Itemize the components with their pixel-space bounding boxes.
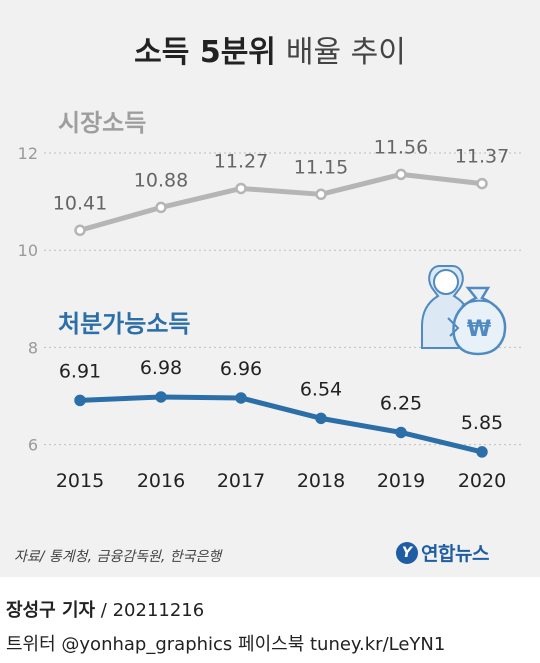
data-point (235, 182, 247, 195)
x-tick-label: 2019 (377, 470, 425, 492)
credit-separator: / (95, 600, 113, 621)
logo-mark-icon: Y (396, 541, 418, 564)
social-links: 트위터 @yonhap_graphics 페이스북 tuney.kr/LeYN1 (6, 634, 446, 655)
title-bold: 소득 5분위 (134, 35, 276, 70)
source-note: 자료/ 통계청, 금융감독원, 한국은행 (14, 549, 222, 565)
chart-card: 12 10 8 6 소득 5분위 배율 추이 ₩ 10.41 10.88 11.27 11.1… (0, 0, 540, 577)
credit-date: 20211216 (112, 600, 205, 621)
series-name-label: 처분가능소득 (58, 310, 190, 338)
data-point (155, 201, 167, 214)
data-label: 5.85 (461, 412, 503, 434)
logo-text: 연합뉴스 (421, 543, 489, 565)
series-line (77, 394, 485, 455)
series-disposable-income: 6.91 6.98 6.96 6.54 6.25 5.85 처분가능소득 (58, 310, 503, 458)
data-label: 11.37 (455, 146, 509, 168)
data-label: 11.27 (214, 150, 268, 172)
data-point (315, 412, 327, 425)
x-tick-label: 2018 (297, 470, 345, 492)
x-tick-label: 2020 (458, 470, 506, 492)
data-label: 11.56 (374, 136, 428, 158)
data-point (74, 394, 86, 407)
y-tick-label: 6 (28, 436, 38, 455)
x-axis-ticks: 2015 2016 2017 2018 2019 2020 (56, 470, 506, 492)
data-point (155, 391, 167, 403)
data-point (395, 168, 407, 181)
data-point (235, 392, 247, 404)
money-bag-person-icon: ₩ (421, 265, 507, 356)
credit-line: 장성구 기자 / 20211216 (6, 596, 204, 622)
series-line (77, 171, 485, 233)
data-label: 6.54 (300, 378, 342, 400)
svg-text:₩: ₩ (467, 317, 491, 342)
y-tick-label: 12 (18, 144, 38, 163)
data-point (395, 426, 407, 439)
x-tick-label: 2015 (56, 470, 104, 492)
data-label: 10.41 (53, 192, 107, 214)
x-tick-label: 2016 (137, 470, 185, 492)
data-label: 10.88 (134, 169, 188, 191)
data-point (74, 224, 86, 237)
chart: 12 10 8 6 소득 5분위 배율 추이 ₩ 10.41 10.88 11.27 11.1… (18, 35, 524, 492)
data-label: 6.91 (59, 360, 101, 382)
y-tick-label: 8 (28, 338, 38, 357)
data-label: 6.96 (220, 358, 262, 380)
x-tick-label: 2017 (217, 470, 265, 492)
reporter-name: 장성구 기자 (6, 600, 96, 621)
data-label: 6.98 (140, 357, 182, 379)
y-axis-ticks: 12 10 8 6 (18, 144, 38, 455)
data-point (315, 188, 327, 201)
chart-title: 소득 5분위 배율 추이 (134, 35, 406, 70)
data-point (476, 177, 488, 190)
series-name-label: 시장소득 (58, 109, 146, 137)
data-label: 6.25 (380, 392, 422, 414)
data-label: 11.15 (294, 156, 348, 178)
series-market-income: 10.41 10.88 11.27 11.15 11.56 11.37 시장소득 (53, 109, 509, 237)
y-tick-label: 10 (18, 241, 38, 260)
data-point (476, 446, 488, 458)
yonhap-logo: Y 연합뉴스 (396, 539, 489, 566)
title-light: 배율 추이 (286, 35, 406, 70)
